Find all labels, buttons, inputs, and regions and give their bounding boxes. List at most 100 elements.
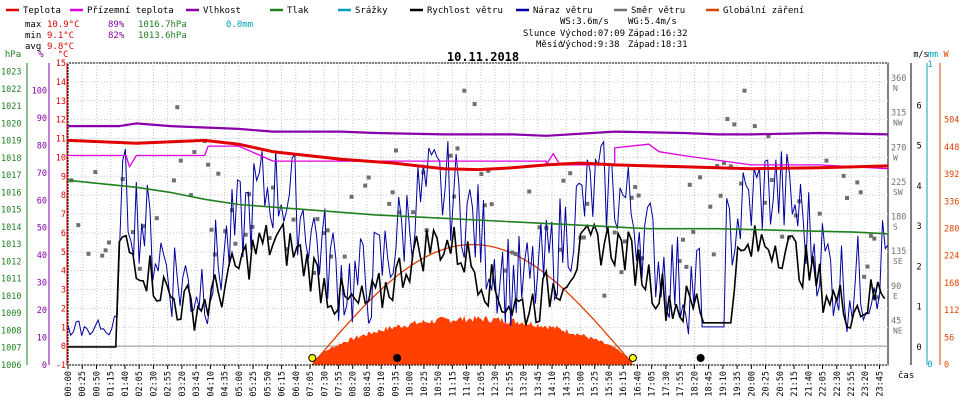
x-tick-label: 13:20 [520, 371, 530, 397]
wind-direction-point [629, 195, 634, 200]
moon-label: Měsíc [536, 40, 563, 50]
x-tick-label: 13:45 [534, 371, 544, 397]
wind-direction-point [366, 175, 371, 180]
stats-min-humidity: 82% [108, 31, 125, 41]
moon-rise: Východ:9:38 [560, 40, 620, 50]
wind-direction-point [681, 237, 685, 242]
pressure-tick-label: 1022 [1, 85, 21, 95]
wind-direction-point [103, 248, 108, 253]
x-tick-label: 05:00 [235, 371, 245, 397]
wind-gust-average: WG:5.4m/s [628, 17, 677, 27]
wind-direction-point [243, 232, 248, 237]
wind-direction-point [872, 236, 877, 241]
x-tick-label: 09:10 [377, 371, 387, 397]
wind-direction-point [824, 158, 829, 163]
temperature-axis-unit: °C [58, 50, 69, 60]
wind-direction-point [698, 175, 703, 180]
wind-direction-point [862, 274, 867, 279]
wind-direction-point [206, 162, 211, 167]
x-tick-label: 10:00 [406, 371, 416, 397]
x-tick-label: 04:10 [206, 371, 216, 397]
x-tick-label: 05:25 [249, 371, 259, 397]
wind-direction-point [715, 164, 720, 168]
x-tick-label: 02:05 [135, 371, 145, 397]
temperature-tick-label: 7 [61, 210, 66, 220]
wind-direction-point [841, 173, 846, 178]
wind-direction-point [175, 105, 180, 110]
wind-direction-point [489, 202, 494, 207]
humidity-tick-label: 80 [37, 141, 47, 151]
wind-direction-point [732, 122, 737, 127]
legend-label: Přízemní teplota [87, 6, 174, 16]
sun-rise: Východ:07:09 [560, 29, 625, 39]
pressure-tick-label: 1008 [1, 326, 21, 336]
wind-direction-point [537, 225, 542, 230]
wind-direction-point [267, 236, 272, 240]
wind-direction-point [120, 177, 125, 181]
radiation-max-curve [311, 243, 631, 365]
x-tick-label: 22:30 [833, 371, 843, 397]
wind-direction-point [325, 228, 330, 233]
pressure-tick-label: 1015 [1, 206, 21, 216]
x-tick-label: 21:15 [790, 371, 800, 397]
x-tick-label: 01:15 [107, 371, 117, 397]
wind-direction-point [394, 148, 398, 153]
wind-direction-tick-dir: SE [893, 257, 903, 266]
radiation-tick-label: 448 [944, 143, 959, 153]
temperature-tick-label: 0 [61, 342, 66, 352]
humidity-axis-unit: % [38, 50, 44, 60]
wind-direction-point [875, 295, 880, 300]
wind-direction-point [209, 227, 214, 232]
x-tick-label: 22:05 [819, 371, 829, 397]
wind-direction-tick-dir: N [893, 84, 898, 93]
temperature-tick-label: 10 [56, 153, 66, 163]
x-tick-label: 02:30 [149, 371, 159, 397]
radiation-tick-label: 392 [944, 170, 959, 180]
wind-direction-point [677, 259, 682, 264]
temperature-tick-label: 15 [56, 59, 66, 69]
pressure-tick-label: 1012 [1, 257, 21, 267]
wind-speed-axis-unit: m/s [913, 50, 928, 60]
wind-direction-point [845, 196, 849, 200]
wind-direction-point [561, 178, 566, 183]
wind-speed-tick-label: 1 [916, 303, 921, 313]
wind-direction-point [171, 178, 176, 183]
radiation-tick-label: 56 [944, 333, 954, 343]
wind-direction-point [684, 264, 689, 269]
wind-direction-point [725, 117, 730, 121]
humidity-tick-label: 10 [37, 334, 47, 344]
temperature-tick-label: 2 [61, 304, 66, 314]
x-tick-label: 00:50 [92, 371, 102, 397]
wind-direction-point [363, 183, 368, 188]
legend-label: Srážky [355, 6, 388, 16]
wind-direction-point [780, 234, 785, 239]
wind-direction-point [479, 172, 484, 176]
x-tick-label: 10:50 [434, 371, 444, 397]
wind-direction-point [390, 190, 395, 195]
wind-speed-tick-label: 5 [916, 142, 921, 152]
temperature-tick-label: 4 [61, 267, 66, 277]
wind-direction-point [742, 88, 747, 93]
legend-label: Globální záření [723, 6, 804, 16]
sun-set: Západ:16:32 [628, 29, 688, 39]
temperature-tick-label: 6 [61, 229, 66, 239]
wind-speed-tick-label: 3 [916, 222, 921, 232]
radiation-tick-label: 336 [944, 197, 959, 207]
wind-speed-tick-label: 6 [916, 101, 921, 111]
stats-avg-temperature: 9.8°C [47, 42, 74, 52]
wind-direction-point [189, 193, 193, 198]
wind-direction-tick-deg: 270 [891, 143, 906, 153]
wind-direction-point [322, 231, 327, 236]
wind-direction-point [527, 189, 532, 194]
ground-temperature-line [68, 143, 889, 170]
wind-direction-point [585, 201, 590, 206]
wind-direction-point [271, 185, 275, 190]
wind-direction-point [708, 204, 713, 209]
legend-label: Tlak [287, 6, 309, 16]
wind-direction-tick-deg: 135 [891, 247, 906, 257]
wind-direction-point [411, 210, 416, 215]
x-tick-label: 09:35 [391, 371, 401, 397]
wind-direction-tick-dir: W [893, 153, 898, 162]
x-tick-label: 07:05 [306, 371, 316, 397]
